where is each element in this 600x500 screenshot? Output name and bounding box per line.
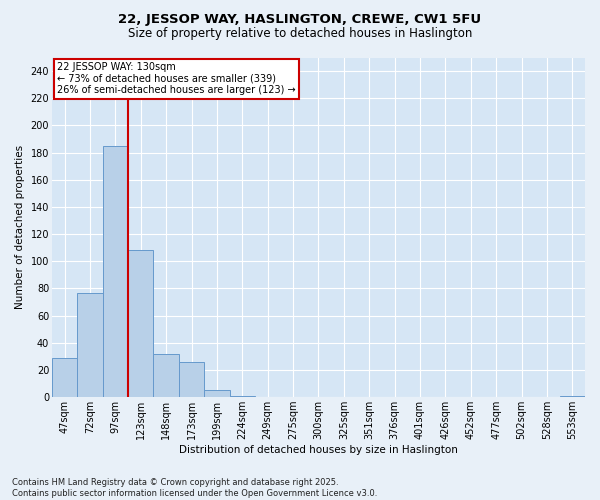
Bar [77, 292, 103, 397]
Bar [560, 396, 585, 397]
Text: Size of property relative to detached houses in Haslington: Size of property relative to detached ho… [128, 28, 472, 40]
Bar [179, 362, 204, 397]
Y-axis label: Number of detached properties: Number of detached properties [15, 146, 25, 310]
Text: Contains HM Land Registry data © Crown copyright and database right 2025.
Contai: Contains HM Land Registry data © Crown c… [12, 478, 377, 498]
Bar [52, 358, 77, 397]
X-axis label: Distribution of detached houses by size in Haslington: Distribution of detached houses by size … [179, 445, 458, 455]
Text: 22, JESSOP WAY, HASLINGTON, CREWE, CW1 5FU: 22, JESSOP WAY, HASLINGTON, CREWE, CW1 5… [118, 12, 482, 26]
Bar [103, 146, 128, 397]
Bar [154, 354, 179, 397]
Bar [204, 390, 230, 397]
Bar [128, 250, 154, 397]
Bar [230, 396, 255, 397]
Text: 22 JESSOP WAY: 130sqm
← 73% of detached houses are smaller (339)
26% of semi-det: 22 JESSOP WAY: 130sqm ← 73% of detached … [57, 62, 296, 96]
